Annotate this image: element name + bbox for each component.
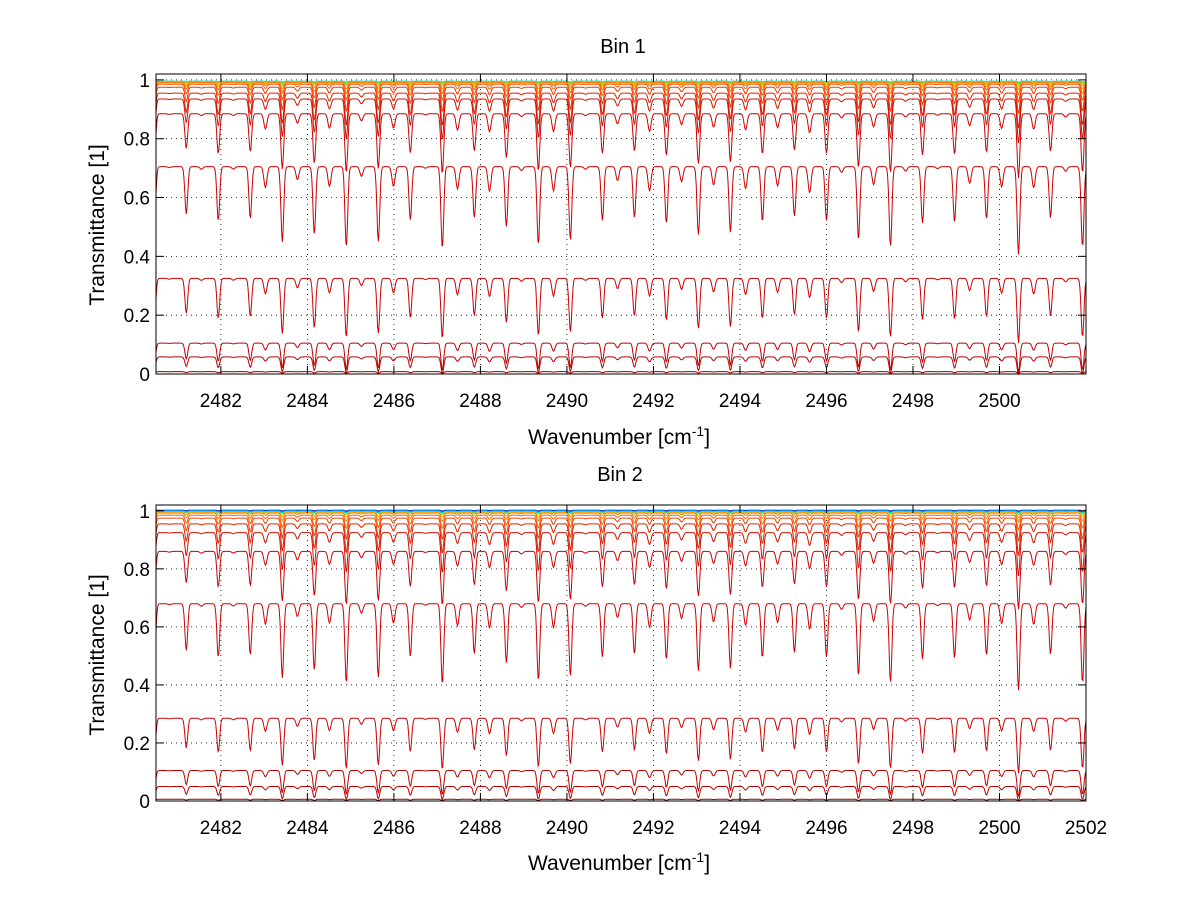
subplot-title: Bin 1 (600, 36, 646, 58)
x-axis-label: Wavenumber [cm-1] (528, 423, 710, 449)
series-line (155, 512, 1087, 523)
x-tick-label: 2498 (892, 391, 934, 412)
series-line (155, 517, 1087, 542)
axes-frame (155, 73, 1087, 375)
y-tick-label: 0.4 (124, 676, 151, 697)
series-line (155, 550, 1087, 610)
y-axis-label: Transmittance [1] (86, 574, 109, 735)
x-tick-label: 2486 (373, 391, 415, 412)
y-tick-labels: 0 0.2 0.4 0.6 0.8 1 (124, 71, 151, 386)
x-tick-label: 2490 (546, 818, 588, 839)
y-tick-label: 0 (139, 365, 150, 386)
tick-marks (156, 74, 1086, 375)
axes-frame (155, 504, 1087, 802)
x-tick-label: 2492 (632, 391, 674, 412)
x-tick-label: 2492 (632, 818, 674, 839)
x-tick-label: 2502 (1065, 818, 1107, 839)
series-line (155, 523, 1087, 556)
series-line (155, 510, 1087, 514)
tick-marks (156, 505, 1087, 802)
series-line (155, 113, 1087, 179)
x-tick-label: 2498 (892, 818, 934, 839)
series-line (155, 603, 1087, 691)
series-group (155, 80, 1087, 376)
y-tick-label: 0.6 (124, 618, 150, 639)
series-line (155, 92, 1087, 129)
series-line (155, 81, 1087, 91)
y-axis-label: Transmittance [1] (86, 144, 109, 305)
x-tick-label: 2496 (805, 391, 847, 412)
series-line (155, 511, 1087, 519)
x-tick-labels: 2482 2484 2486 2488 2490 2492 2494 2496 2498 2500… (200, 818, 1107, 839)
y-tick-label: 0.4 (124, 247, 151, 268)
series-line (155, 717, 1087, 774)
series-line (155, 82, 1087, 96)
series-line (155, 786, 1087, 803)
x-tick-label: 2494 (719, 391, 762, 412)
x-tick-label: 2494 (719, 818, 762, 839)
y-tick-label: 0.2 (124, 734, 150, 755)
x-tick-label: 2488 (459, 818, 501, 839)
y-tick-label: 0.6 (124, 189, 150, 210)
x-tick-labels: 2482 2484 2486 2488 2490 2492 2494 2496 2498 2500 (200, 391, 1021, 412)
x-tick-label: 2488 (459, 391, 501, 412)
series-line (155, 356, 1087, 376)
series-line (155, 511, 1087, 516)
series-group (155, 509, 1087, 803)
y-tick-label: 0 (139, 792, 150, 813)
x-tick-label: 2500 (978, 818, 1020, 839)
series-line (155, 514, 1087, 532)
y-tick-labels: 0 0.2 0.4 0.6 0.8 1 (124, 502, 151, 813)
x-tick-label: 2500 (978, 391, 1020, 412)
series-line (155, 770, 1087, 797)
x-tick-label: 2490 (546, 391, 588, 412)
series-line (155, 166, 1087, 255)
series-line (155, 277, 1087, 343)
subplot-title: Bin 2 (597, 464, 643, 486)
x-axis-label: Wavenumber [cm-1] (528, 849, 710, 875)
x-tick-label: 2484 (286, 391, 329, 412)
grid-lines (156, 74, 1086, 374)
y-tick-label: 0.2 (124, 306, 150, 327)
series-line (155, 532, 1087, 576)
series-line (155, 371, 1087, 374)
x-tick-label: 2484 (286, 818, 329, 839)
series-line (155, 83, 1087, 104)
series-line (155, 342, 1087, 373)
series-line (155, 98, 1087, 143)
x-tick-label: 2482 (200, 391, 242, 412)
x-tick-label: 2482 (200, 818, 242, 839)
x-tick-label: 2486 (373, 818, 415, 839)
y-tick-label: 1 (139, 71, 150, 92)
subplot-bin-2: Bin 2 2482 2484 2486 2488 2490 2492 2494 2496 24… (86, 464, 1107, 875)
y-tick-label: 0.8 (124, 560, 150, 581)
series-line (155, 86, 1087, 114)
series-line (155, 798, 1087, 802)
y-tick-label: 0.8 (124, 130, 150, 151)
subplot-bin-1: Bin 1 2482 2484 2486 2488 2490 2492 2494 2496 24… (86, 36, 1087, 449)
y-tick-label: 1 (139, 502, 150, 523)
x-tick-label: 2496 (805, 818, 847, 839)
